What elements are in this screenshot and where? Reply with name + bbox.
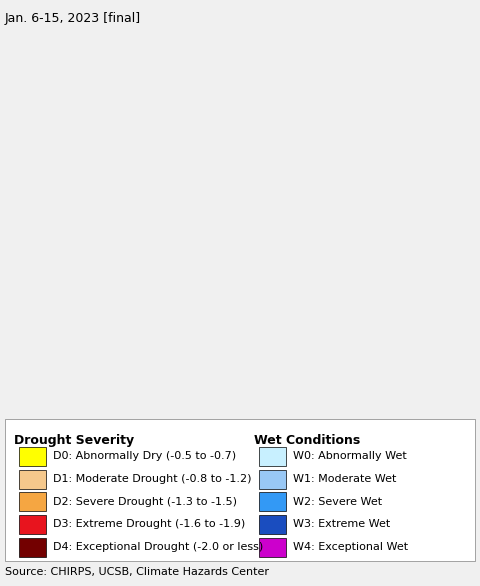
Bar	[259, 469, 286, 489]
Text: Source: CHIRPS, UCSB, Climate Hazards Center: Source: CHIRPS, UCSB, Climate Hazards Ce…	[5, 567, 269, 577]
Text: D3: Extreme Drought (-1.6 to -1.9): D3: Extreme Drought (-1.6 to -1.9)	[53, 519, 245, 530]
Bar	[259, 515, 286, 534]
Text: D0: Abnormally Dry (-0.5 to -0.7): D0: Abnormally Dry (-0.5 to -0.7)	[53, 451, 236, 461]
Text: Drought Severity: Drought Severity	[14, 434, 134, 447]
Bar	[259, 538, 286, 557]
Bar	[19, 515, 46, 534]
Text: W4: Exceptional Wet: W4: Exceptional Wet	[293, 542, 408, 552]
Text: D4: Exceptional Drought (-2.0 or less): D4: Exceptional Drought (-2.0 or less)	[53, 542, 263, 552]
Text: W0: Abnormally Wet: W0: Abnormally Wet	[293, 451, 407, 461]
Bar	[259, 492, 286, 511]
Text: Wet Conditions: Wet Conditions	[254, 434, 360, 447]
Text: Jan. 6-15, 2023 [final]: Jan. 6-15, 2023 [final]	[5, 12, 141, 25]
Bar	[19, 492, 46, 511]
Text: D1: Moderate Drought (-0.8 to -1.2): D1: Moderate Drought (-0.8 to -1.2)	[53, 474, 252, 484]
Text: W1: Moderate Wet: W1: Moderate Wet	[293, 474, 396, 484]
Text: W3: Extreme Wet: W3: Extreme Wet	[293, 519, 390, 530]
Text: W2: Severe Wet: W2: Severe Wet	[293, 497, 382, 507]
Bar	[19, 469, 46, 489]
Bar	[259, 447, 286, 466]
Bar	[19, 447, 46, 466]
Bar	[19, 538, 46, 557]
Text: D2: Severe Drought (-1.3 to -1.5): D2: Severe Drought (-1.3 to -1.5)	[53, 497, 237, 507]
